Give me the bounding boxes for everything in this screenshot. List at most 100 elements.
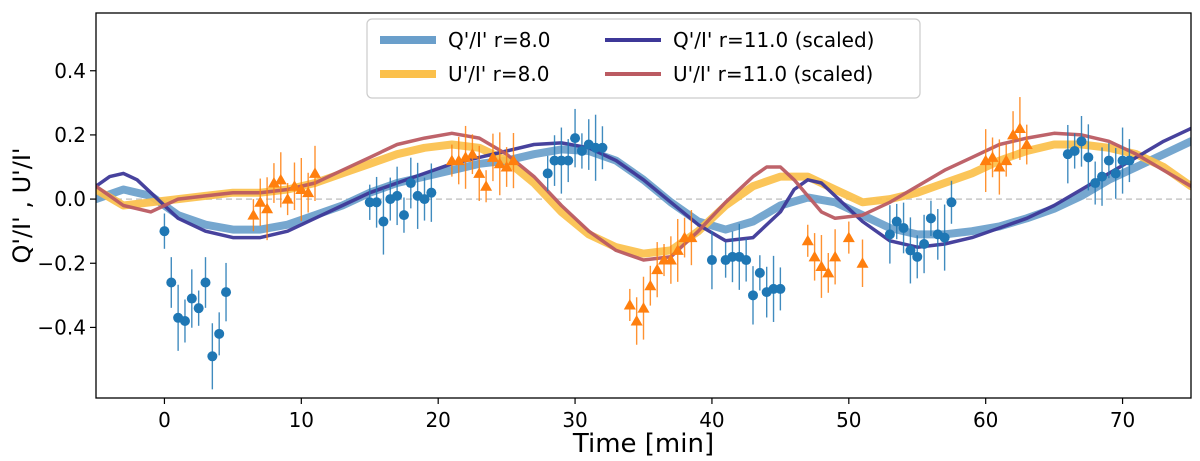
data-point-u (247, 209, 260, 220)
data-point-q (1117, 155, 1128, 166)
data-point-q (905, 245, 916, 256)
data-point-q (426, 187, 437, 198)
data-point-q (563, 155, 574, 166)
data-point-u (986, 151, 999, 162)
legend-label: U'/I' r=8.0 (448, 62, 549, 86)
data-point-q (727, 251, 738, 262)
data-point-q (371, 197, 382, 208)
data-point-u (637, 302, 650, 313)
data-point-q (1124, 155, 1135, 166)
data-point-u (507, 154, 520, 166)
data-point-u (254, 196, 267, 207)
data-point-q (1083, 152, 1094, 163)
data-point-q (166, 277, 177, 288)
data-point-u (1000, 154, 1013, 166)
plot-frame (95, 12, 1192, 399)
data-point-u (808, 250, 821, 262)
data-point-u (685, 231, 698, 243)
data-point-u (1013, 122, 1026, 133)
data-point-u (993, 161, 1006, 172)
points-layer (159, 97, 1135, 390)
data-point-u (979, 154, 992, 166)
data-point-u (493, 157, 506, 169)
data-point-q (221, 287, 232, 298)
data-point-u (281, 193, 294, 204)
data-point-u (842, 231, 855, 243)
data-point-u (644, 279, 657, 291)
data-point-q (919, 239, 930, 249)
data-point-q (398, 210, 409, 221)
legend-label: Q'/I' r=8.0 (448, 28, 551, 52)
x-tick-label: 40 (699, 408, 724, 432)
y-tick-label: −0.4 (37, 315, 86, 339)
data-point-q (597, 142, 608, 153)
data-point-u (267, 177, 280, 188)
series-line-3 (96, 126, 1191, 249)
data-point-q (884, 229, 895, 240)
data-point-q (556, 155, 567, 166)
data-point-u (466, 148, 479, 159)
data-point-q (748, 290, 758, 301)
data-point-u (664, 254, 677, 265)
data-point-q (419, 194, 430, 205)
data-point-q (549, 155, 560, 166)
data-point-u (302, 186, 315, 198)
y-axis-label: Q'/I' , U'/I' (8, 147, 36, 263)
y-tick-label: −0.2 (37, 251, 86, 275)
data-point-u (671, 244, 684, 255)
data-point-q (1110, 168, 1121, 179)
data-point-u (822, 266, 835, 278)
data-point-u (856, 257, 869, 268)
data-point-u (1020, 138, 1033, 150)
data-point-q (207, 351, 218, 362)
data-point-u (815, 260, 828, 271)
data-point-u (274, 173, 287, 185)
legend-label: U'/I' r=11.0 (scaled) (673, 62, 873, 86)
data-point-q (1069, 145, 1080, 156)
data-point-u (459, 151, 472, 162)
data-point-q (193, 303, 204, 314)
data-point-u (295, 183, 308, 194)
data-point-q (576, 145, 587, 156)
data-point-q (186, 293, 197, 304)
data-point-q (1103, 155, 1114, 166)
data-point-q (405, 178, 416, 189)
x-tick-label: 50 (836, 408, 861, 432)
data-point-q (768, 283, 779, 294)
data-point-q (542, 168, 553, 179)
data-point-q (392, 190, 403, 201)
x-tick-label: 20 (425, 408, 450, 432)
data-point-u (480, 180, 493, 191)
legend-label: Q'/I' r=11.0 (scaled) (673, 28, 874, 52)
data-point-q (1097, 171, 1108, 182)
x-tick-label: 70 (1110, 408, 1135, 432)
data-point-q (159, 226, 170, 237)
data-point-q (179, 316, 190, 326)
y-tick-label: 0.2 (54, 123, 86, 147)
data-point-u (630, 315, 643, 326)
x-tick-label: 0 (158, 408, 171, 432)
data-point-u (829, 250, 842, 262)
data-point-u (309, 167, 321, 178)
data-point-q (946, 197, 957, 208)
data-point-q (925, 213, 936, 224)
data-point-q (1090, 178, 1101, 189)
data-point-u (473, 167, 486, 178)
data-point-u (651, 263, 664, 275)
y-tick-label: 0.0 (54, 187, 86, 211)
data-point-q (754, 267, 765, 278)
data-point-q (706, 255, 717, 266)
data-point-u (261, 202, 274, 214)
data-point-q (912, 251, 923, 262)
data-point-q (741, 255, 752, 266)
x-tick-label: 60 (973, 408, 998, 432)
legend: Q'/I' r=8.0 Q'/I' r=11.0 (scaled) U'/I' r=… (366, 18, 921, 99)
data-point-q (214, 328, 225, 339)
data-point-u (500, 161, 513, 172)
legend-box (366, 18, 921, 99)
data-point-u (801, 234, 814, 246)
data-point-u (288, 180, 301, 191)
x-axis-label: Time [min] (572, 429, 714, 459)
axis-ticks: 0 10 20 30 40 50 60 70 −0.4 −0.2 0.0 0.2 0.4 (37, 59, 1135, 432)
